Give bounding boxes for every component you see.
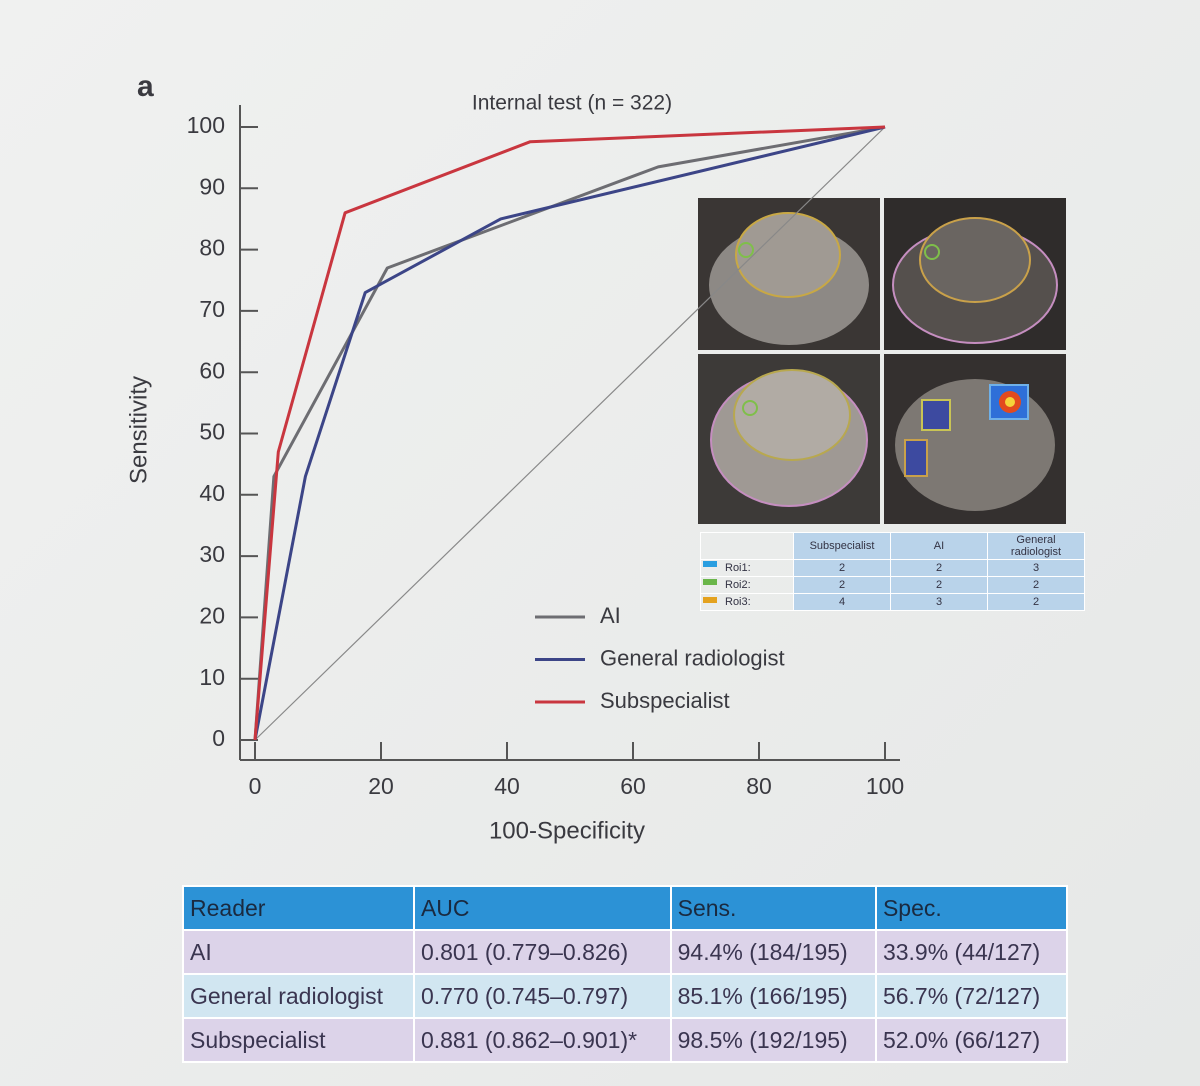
series-line	[253, 125, 886, 741]
x-tick-label: 40	[494, 773, 520, 799]
y-tick-label: 60	[199, 357, 225, 383]
inset-table: Subspecialist AI General radiologist Roi1: 2…	[700, 532, 1085, 611]
y-tick-label: 20	[199, 602, 225, 628]
y-tick-label: 70	[199, 296, 225, 322]
chart: a Internal test (n = 322) Sensitivity 10…	[125, 70, 1066, 844]
legend-label: Subspecialist	[600, 688, 730, 713]
legend-label: AI	[600, 603, 621, 628]
table-row: AI 0.801 (0.779–0.826) 94.4% (184/195) 33.9…	[182, 929, 1069, 975]
table-cell: 33.9% (44/127)	[874, 929, 1069, 975]
table-cell: 2	[987, 593, 1085, 611]
x-tick-label: 80	[746, 773, 772, 799]
table-cell: 4	[793, 593, 891, 611]
y-tick-label: 10	[199, 664, 225, 690]
table-cell: 2	[890, 559, 988, 577]
series-line	[253, 125, 886, 741]
results-table: Reader AUC Sens. Spec. AI 0.801 (0.779–0.826)…	[182, 885, 1069, 1063]
table-cell: AI	[890, 532, 988, 560]
table-cell: Roi3:	[700, 593, 794, 611]
table-row: Reader AUC Sens. Spec.	[182, 885, 1069, 931]
table-cell: 2	[890, 576, 988, 594]
table-row: Subspecialist AI General radiologist	[700, 532, 1085, 560]
table-cell: Subspecialist	[793, 532, 891, 560]
table-cell: AI	[182, 929, 415, 975]
table-cell: Reader	[182, 885, 415, 931]
table-cell: AUC	[412, 885, 672, 931]
series-line	[253, 125, 886, 741]
table-cell: 94.4% (184/195)	[669, 929, 877, 975]
reference-line	[254, 126, 886, 741]
table-cell: Sens.	[669, 885, 877, 931]
table-row: Roi2: 2 2 2	[700, 576, 1085, 594]
table-cell: 3	[987, 559, 1085, 577]
table-row: Roi1: 2 2 3	[700, 559, 1085, 577]
panel-label: a	[137, 70, 154, 103]
table-row: Roi3: 4 3 2	[700, 593, 1085, 611]
x-axis-label: 100-Specificity	[489, 817, 645, 844]
y-axis-label: Sensitivity	[125, 376, 152, 484]
table-cell: 52.0% (66/127)	[874, 1017, 1069, 1063]
x-tick-label: 60	[620, 773, 646, 799]
y-tick-label: 80	[199, 235, 225, 261]
table-row: General radiologist 0.770 (0.745–0.797) 85…	[182, 973, 1069, 1019]
table-cell: 2	[793, 576, 891, 594]
table-cell: Spec.	[874, 885, 1069, 931]
y-tick-label: 100	[187, 112, 225, 138]
chart-title: Internal test (n = 322)	[472, 92, 672, 115]
x-tick-label: 20	[368, 773, 394, 799]
table-cell: 2	[987, 576, 1085, 594]
table-cell: 0.770 (0.745–0.797)	[412, 973, 672, 1019]
table-cell: General radiologist	[987, 532, 1085, 560]
table-cell: 3	[890, 593, 988, 611]
table-cell: 0.801 (0.779–0.826)	[412, 929, 672, 975]
table-cell: Subspecialist	[182, 1017, 415, 1063]
y-tick-label: 50	[199, 419, 225, 445]
y-tick-label: 0	[212, 725, 225, 751]
table-cell: 98.5% (192/195)	[669, 1017, 877, 1063]
table-cell: 0.881 (0.862–0.901)*	[412, 1017, 672, 1063]
table-cell: Roi1:	[700, 559, 794, 577]
table-cell: Roi2:	[700, 576, 794, 594]
y-tick-label: 30	[199, 541, 225, 567]
x-tick-label: 0	[249, 773, 262, 799]
table-cell: General radiologist	[182, 973, 415, 1019]
inset-images	[698, 198, 1066, 524]
legend-label: General radiologist	[600, 645, 785, 670]
y-tick-label: 90	[199, 173, 225, 199]
table-cell: 85.1% (166/195)	[669, 973, 877, 1019]
table-cell: 2	[793, 559, 891, 577]
x-tick-label: 100	[866, 773, 904, 799]
y-tick-label: 40	[199, 480, 225, 506]
table-row: Subspecialist 0.881 (0.862–0.901)* 98.5% (…	[182, 1017, 1069, 1063]
table-cell: 56.7% (72/127)	[874, 973, 1069, 1019]
